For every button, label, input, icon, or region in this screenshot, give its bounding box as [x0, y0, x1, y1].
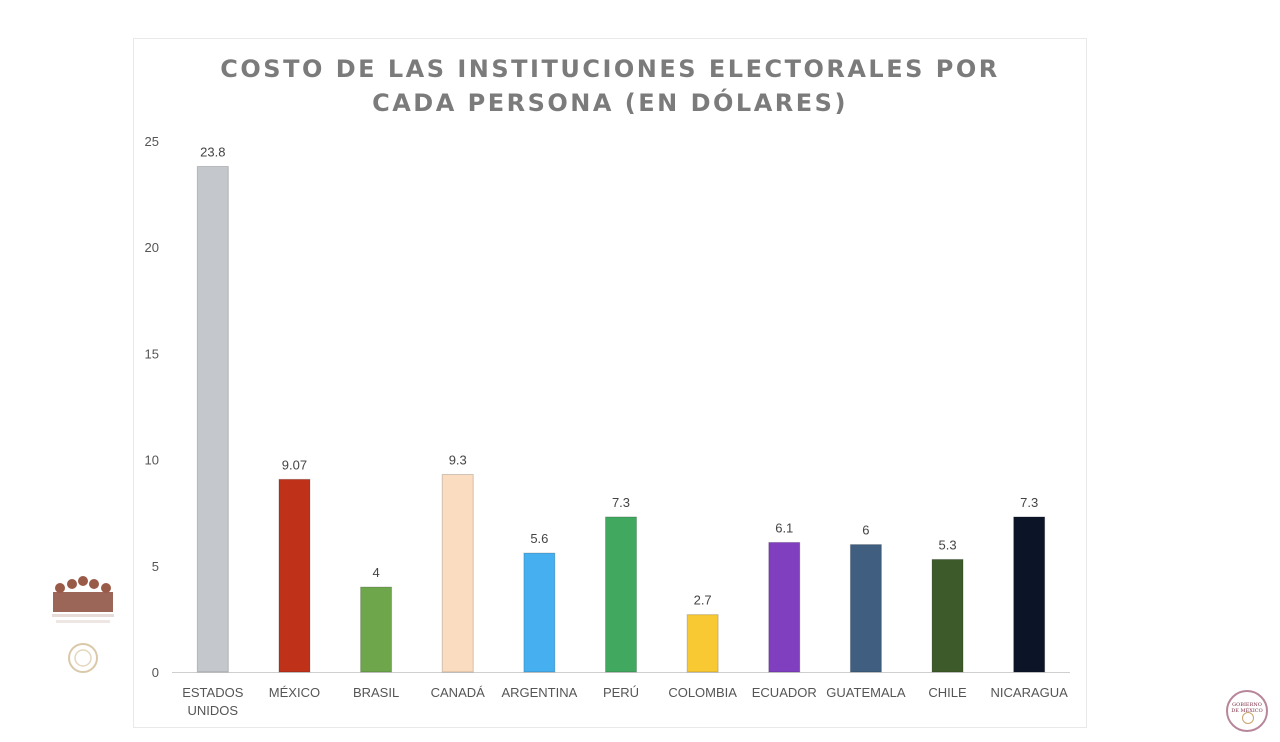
x-tick-label: COLOMBIA	[668, 685, 737, 700]
x-tick-label: UNIDOS	[188, 703, 239, 718]
bar	[196, 165, 229, 673]
y-tick-label: 25	[145, 134, 159, 149]
x-tick-label: BRASIL	[353, 685, 399, 700]
data-label: 4	[372, 565, 379, 580]
bar	[441, 473, 474, 673]
eagle-seal-icon	[1242, 712, 1254, 724]
x-tick-label: CANADÁ	[431, 685, 486, 700]
data-label: 5.3	[939, 537, 957, 552]
government-logo-right: GOBIERNO DE MÉXICO	[1226, 690, 1268, 732]
x-tick-label: MÉXICO	[269, 685, 320, 700]
data-label: 7.3	[1020, 495, 1038, 510]
bar	[686, 614, 719, 673]
chart-title-line-1: COSTO DE LAS INSTITUCIONES ELECTORALES P…	[220, 55, 1000, 83]
bar	[523, 552, 556, 673]
bar	[849, 544, 882, 673]
government-logo-left	[48, 574, 118, 680]
x-tick-label: CHILE	[928, 685, 967, 700]
data-label: 9.07	[282, 457, 307, 472]
government-logo-text: GOBIERNO DE MÉXICO	[1231, 702, 1263, 714]
data-label: 9.3	[449, 452, 467, 467]
data-label: 6.1	[775, 520, 793, 535]
data-label: 5.6	[530, 531, 548, 546]
y-tick-label: 10	[145, 453, 159, 468]
data-label: 7.3	[612, 495, 630, 510]
bar	[605, 516, 637, 673]
bar	[931, 558, 964, 673]
chart-title: COSTO DE LAS INSTITUCIONES ELECTORALES P…	[133, 52, 1087, 120]
y-tick-label: 20	[145, 240, 159, 255]
bar	[360, 586, 393, 673]
y-tick-label: 15	[145, 346, 159, 361]
data-label: 6	[862, 523, 869, 538]
historical-figures-emblem-icon	[52, 576, 114, 673]
x-tick-label: PERÚ	[603, 685, 639, 700]
data-label: 23.8	[200, 144, 225, 159]
x-tick-label: ARGENTINA	[501, 685, 577, 700]
x-tick-label: NICARAGUA	[991, 685, 1069, 700]
x-tick-label: ESTADOS	[182, 685, 243, 700]
data-label: 2.7	[694, 593, 712, 608]
x-tick-label: ECUADOR	[752, 685, 817, 700]
y-tick-label: 0	[152, 665, 159, 680]
y-tick-label: 5	[152, 559, 159, 574]
bar	[278, 478, 311, 673]
x-tick-label: GUATEMALA	[826, 685, 906, 700]
chart-title-line-2: CADA PERSONA (EN DÓLARES)	[372, 89, 848, 117]
bar	[768, 541, 801, 673]
bar	[1013, 516, 1046, 673]
